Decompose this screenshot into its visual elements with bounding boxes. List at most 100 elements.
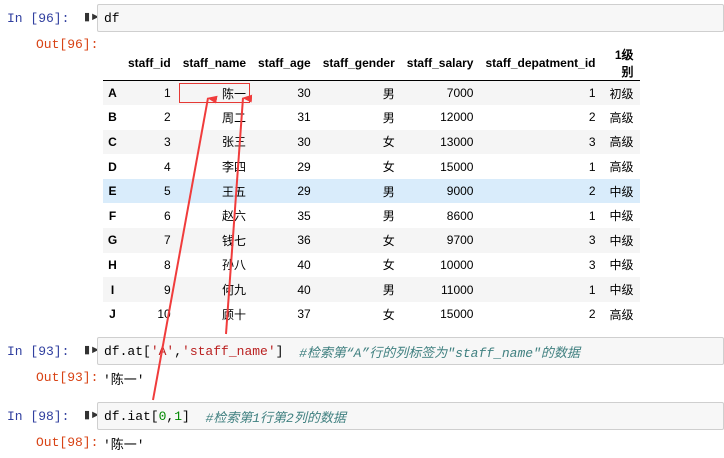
dataframe-table: staff_id staff_name staff_age staff_gender s… (103, 46, 640, 326)
run-icon[interactable]: ▮► (84, 11, 101, 23)
table-cell: 中级 (609, 209, 634, 224)
row-index: E (108, 184, 117, 199)
row-index: B (108, 110, 117, 125)
table-cell: 1 (588, 282, 596, 297)
table-cell: 1 (164, 86, 171, 101)
table-cell: 高级 (609, 110, 634, 125)
code-token: 1 (174, 408, 183, 424)
table-cell: 高级 (609, 160, 634, 175)
table-cell: 2 (588, 110, 596, 125)
row-index: H (108, 257, 117, 272)
table-cell: 何九 (222, 283, 247, 298)
code-input-98[interactable]: df.iat[0, 1] #检索第1行第2列的数据 (97, 402, 724, 430)
table-cell: 周二 (222, 110, 247, 125)
table-cell: 9 (164, 282, 171, 297)
code-token: 0 (158, 408, 167, 424)
in-prompt-96: In [96]: (7, 11, 70, 26)
table-cell: 3 (588, 257, 596, 272)
column-header: staff_depatment_id (479, 46, 602, 81)
run-icon[interactable]: ▮► (84, 409, 101, 421)
table-cell: 7 (164, 233, 171, 248)
table-cell: 男 (382, 283, 395, 298)
table-cell: 1 (588, 159, 596, 174)
table-cell: 孙八 (222, 258, 247, 273)
code-token: , (174, 343, 183, 359)
table-cell: 赵六 (222, 209, 247, 224)
table-cell: 女 (382, 233, 395, 248)
table-cell: 31 (297, 110, 311, 125)
table-cell: 女 (382, 307, 395, 322)
table-cell: 9700 (446, 233, 474, 248)
code-token: df.iat[ (104, 408, 159, 424)
row-index: C (108, 134, 117, 149)
highlighted-cell: 陈一 (177, 81, 252, 106)
table-cell: 7000 (446, 86, 474, 101)
table-cell: 15000 (440, 159, 474, 174)
table-row: J 10 顾十 37 女 15000 2 高级 (103, 302, 640, 327)
table-row: B 2 周二 31 男 12000 2 高级 (103, 105, 640, 130)
code-input-93[interactable]: df.at['A','staff_name'] #检索第“A”行的列标签为"st… (97, 337, 724, 365)
code-input-96[interactable]: df (97, 4, 724, 32)
table-row: H 8 孙八 40 女 10000 3 中级 (103, 253, 640, 278)
table-cell: 女 (382, 160, 395, 175)
code-comment: #检索第1行第2列的数据 (205, 410, 346, 426)
table-cell: 顾十 (222, 307, 247, 322)
row-index: J (109, 307, 116, 322)
table-row: D 4 李四 29 女 15000 1 高级 (103, 154, 640, 179)
table-cell: 12000 (440, 110, 474, 125)
row-index: A (108, 86, 117, 101)
table-cell: 中级 (609, 258, 634, 273)
table-row: A 1 陈一 30 男 7000 1 初级 (103, 80, 640, 106)
row-index: D (108, 159, 117, 174)
table-cell: 男 (382, 184, 395, 199)
out-prompt-96: Out[96]: (36, 37, 99, 52)
row-index: F (108, 208, 117, 223)
table-cell: 40 (297, 257, 311, 272)
table-cell: 29 (297, 159, 311, 174)
table-cell: 1 (588, 86, 596, 101)
table-cell: 王五 (222, 184, 247, 199)
code-token: , (166, 408, 175, 424)
run-icon[interactable]: ▮► (84, 344, 101, 356)
table-row: E 5 王五 29 男 9000 2 中级 (103, 178, 640, 204)
table-cell: 13000 (440, 134, 474, 149)
row-index: I (110, 282, 115, 297)
table-cell: 女 (382, 135, 395, 150)
code-token: 'staff_name' (182, 343, 276, 359)
code-token: ] (182, 408, 206, 424)
table-cell: 2 (588, 184, 596, 199)
code-text: df (104, 10, 120, 26)
table-cell: 女 (382, 258, 395, 273)
table-cell: 8600 (446, 208, 474, 223)
table-cell: 2 (164, 110, 171, 125)
table-cell: 5 (164, 184, 171, 199)
table-cell: 男 (382, 110, 395, 125)
table-cell: 36 (297, 233, 311, 248)
table-cell: 30 (297, 134, 311, 149)
code-token: 'A' (150, 343, 175, 359)
table-cell: 29 (297, 184, 311, 199)
table-cell: 男 (382, 86, 395, 101)
table-cell: 3 (588, 134, 596, 149)
table-cell: 8 (164, 257, 171, 272)
column-header: staff_name (176, 46, 253, 81)
table-cell: 李四 (222, 160, 247, 175)
in-prompt-93: In [93]: (7, 344, 70, 359)
table-row: C 3 张三 30 女 13000 3 高级 (103, 129, 640, 155)
table-cell: 2 (588, 307, 596, 322)
table-cell: 11000 (441, 282, 474, 297)
table-cell: 高级 (609, 307, 634, 322)
table-cell: 中级 (609, 283, 634, 298)
code-token: df.at[ (104, 343, 151, 359)
table-cell: 10000 (440, 257, 474, 272)
column-header: staff_gender (316, 46, 401, 81)
table-cell: 中级 (609, 233, 634, 248)
table-cell: 35 (297, 208, 311, 223)
column-header: staff_salary (400, 46, 480, 81)
table-cell: 初级 (609, 86, 634, 101)
column-header: 1级别 (601, 46, 640, 81)
table-cell: 中级 (609, 184, 634, 199)
table-cell: 40 (297, 282, 311, 297)
code-token: ] (275, 343, 300, 359)
out-prompt-98: Out[98]: (36, 435, 99, 450)
